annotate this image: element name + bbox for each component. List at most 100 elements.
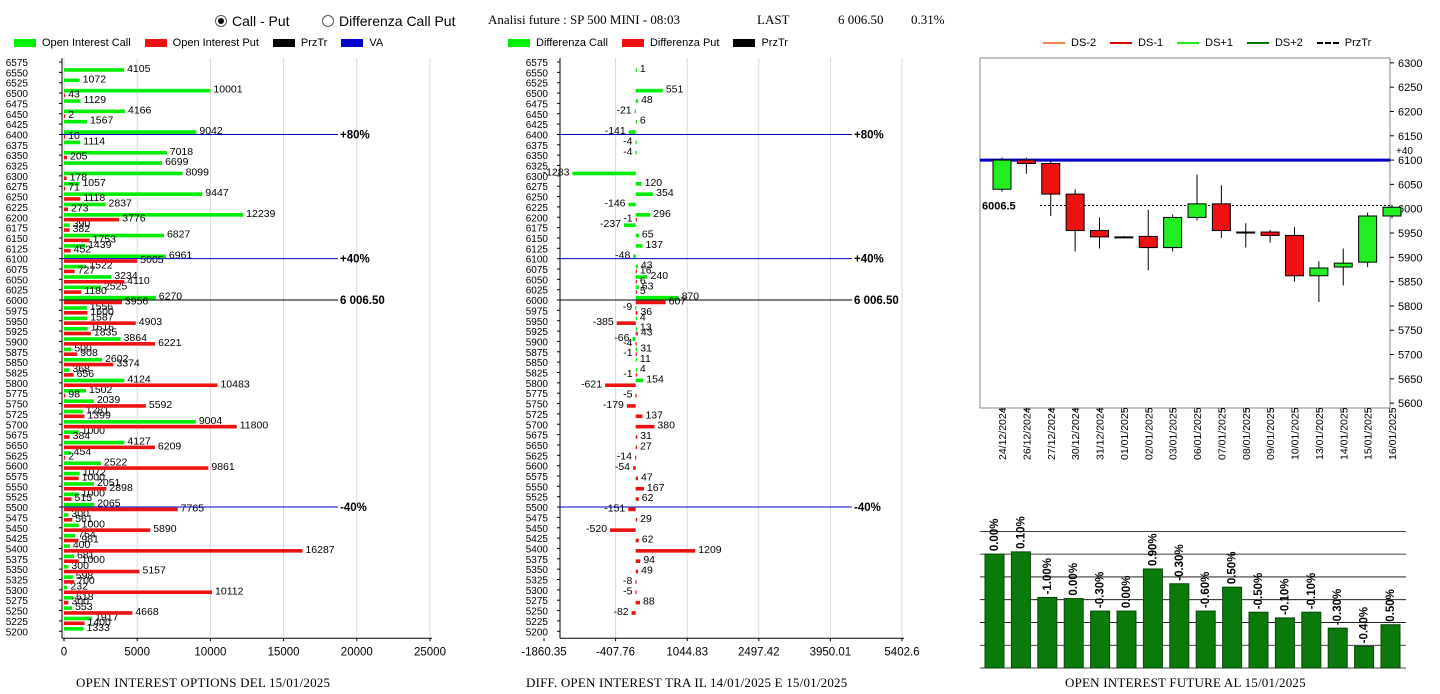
call-bar: [64, 596, 74, 600]
radio-unselected-icon[interactable]: [322, 15, 334, 27]
bar-value-label: -151: [604, 502, 625, 514]
bar-value-label: 1400: [87, 616, 111, 628]
plot-area: [979, 57, 1391, 409]
strike-label: 6475: [526, 99, 549, 110]
strike-label: 5650: [6, 441, 29, 452]
future-oi-label: -0.10%: [1306, 573, 1318, 609]
strike-label: 5850: [6, 358, 29, 369]
bar-value-label: -8: [623, 575, 632, 587]
x-tick-label: 3950.01: [810, 646, 852, 658]
put-bar: [64, 352, 78, 356]
call-bar: [64, 99, 81, 103]
y-tick-label: 6100: [1398, 155, 1422, 167]
diff-open-interest-chart: 6575655065256500647564506425640063756350…: [521, 58, 920, 658]
put-bar: [64, 580, 75, 584]
bar-value-label: 4105: [127, 63, 151, 75]
date-label: 26/12/2024: [1021, 407, 1033, 460]
bar-value-label: 1114: [83, 135, 105, 147]
strike-label: 5925: [6, 327, 29, 338]
bar-value-label: 1180: [84, 285, 107, 297]
call-bar: [64, 554, 74, 559]
strike-label: 6550: [526, 68, 549, 79]
call-bar: [64, 378, 125, 383]
strike-label: 5825: [6, 369, 29, 380]
bar-value-label: 88: [643, 596, 655, 608]
bar-value-label: 727: [78, 264, 96, 276]
strike-label: 6150: [526, 234, 549, 245]
call-bar: [635, 306, 637, 310]
put-bar: [635, 445, 638, 450]
radio-call-put[interactable]: Call - Put: [215, 13, 290, 29]
bar-value-label: 43: [641, 327, 653, 339]
call-bar: [628, 130, 636, 134]
legend-item: DS-1: [1110, 37, 1163, 49]
candle-body: [1090, 230, 1109, 238]
bar-value-label: 3776: [122, 213, 146, 225]
strike-label: 6475: [6, 99, 29, 110]
strike-label: 5900: [526, 337, 549, 348]
bar-value-label: 16287: [305, 544, 334, 556]
date-label: 08/01/2025: [1241, 407, 1253, 460]
future-oi-label: -1.00%: [1042, 558, 1054, 594]
legend-item: DS+1: [1177, 37, 1233, 49]
oi-caption: OPEN INTEREST OPTIONS DEL 15/01/2025: [76, 675, 331, 690]
put-bar: [64, 611, 133, 615]
x-tick-label: 2497.42: [738, 646, 780, 658]
bar-value-label: 607: [669, 295, 687, 307]
strike-label: 6375: [6, 141, 29, 152]
legend-item: PrzTr: [272, 37, 327, 49]
future-oi-bar: [984, 553, 1005, 669]
call-bar: [64, 389, 86, 393]
strike-label: 5950: [6, 317, 29, 328]
put-bar: [64, 497, 72, 501]
future-oi-bar: [1116, 610, 1137, 669]
bar-value-label: 5157: [142, 565, 166, 577]
put-bar: [64, 155, 68, 160]
bar-value-label: 4110: [127, 275, 150, 287]
x-tick-label: 1044.83: [666, 646, 708, 658]
bar-value-label: -1283: [543, 166, 570, 178]
top-toolbar: Call - Put Differenza Call Put Analisi f…: [0, 0, 1440, 34]
strike-label: 6050: [6, 275, 29, 286]
bar-value-label: -621: [581, 378, 602, 390]
bar-value-label: 10112: [215, 585, 244, 597]
strike-label: 6250: [526, 193, 549, 204]
bar-value-label: -66: [614, 332, 629, 344]
date-label: 13/01/2025: [1314, 407, 1326, 460]
strike-label: 5200: [6, 627, 29, 638]
put-bar: [64, 538, 79, 543]
bar-value-label: 4: [640, 311, 646, 323]
strike-label: 5725: [6, 410, 29, 421]
bar-value-label: 6699: [165, 156, 189, 168]
bar-value-label: 232: [70, 580, 88, 592]
bar-value-label: 2602: [105, 353, 129, 365]
put-bar: [635, 342, 637, 346]
radio-selected-icon[interactable]: [215, 15, 227, 27]
radio-diff-call-put[interactable]: Differenza Call Put: [322, 13, 455, 29]
put-bar: [635, 486, 644, 491]
call-bar: [64, 482, 95, 486]
call-bar: [64, 368, 70, 372]
strike-label: 6175: [526, 224, 549, 235]
oi-legend: Open Interest Call Open Interest Put PrzTr…: [14, 37, 397, 49]
bar-value-label: 29: [640, 513, 652, 525]
put-bar: [64, 342, 156, 346]
strike-label: 5775: [526, 389, 549, 400]
bar-value-label: 296: [653, 208, 671, 220]
bar-value-label: -1: [623, 213, 632, 225]
future-candlestick-chart: 5600 5650 5700 5750 5800 5850 5900 5950 6000 6050…: [979, 57, 1422, 460]
call-bar: [635, 368, 637, 372]
last-label: LAST: [757, 12, 790, 27]
put-bar: [633, 466, 636, 470]
call-bar: [64, 264, 87, 269]
call-bar: [64, 544, 70, 548]
call-bar: [635, 357, 637, 362]
level-label: -40%: [854, 502, 881, 514]
legend-label: Open Interest Put: [172, 37, 259, 49]
candle-body: [1260, 231, 1280, 236]
level-label: 6 006.50: [854, 295, 899, 307]
candle-body: [1138, 235, 1158, 249]
call-bar: [635, 68, 637, 72]
bar-value-label: 2: [68, 109, 74, 121]
open-interest-options-chart: 6575655065256500647564506425640063756350…: [6, 58, 446, 658]
